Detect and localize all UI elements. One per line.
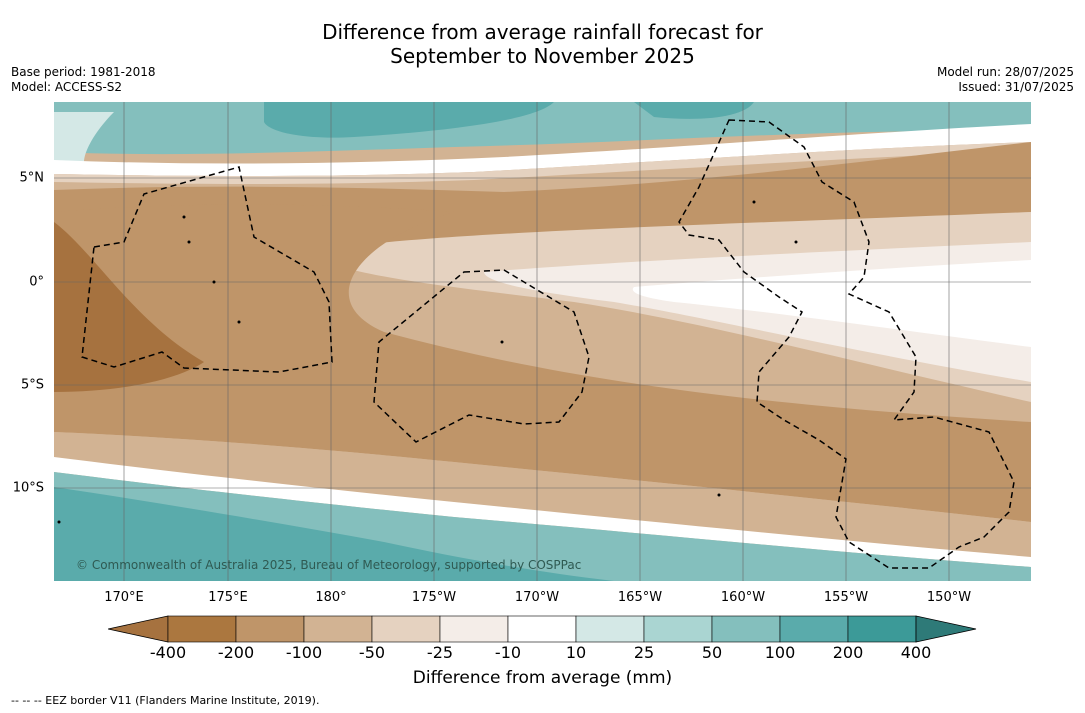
colorbar-cell: [847, 615, 917, 643]
lon-label-150w: 150°W: [926, 590, 972, 605]
colorbar-tick-label: -10: [494, 643, 522, 662]
colorbar-cell: [711, 615, 781, 643]
central-dry-band: [54, 204, 1031, 522]
islands: [57, 200, 798, 524]
meta-left: Base period: 1981-2018 Model: ACCESS-S2: [11, 65, 156, 95]
lon-label-155w: 155°W: [823, 590, 869, 605]
colorbar-extend-high: [915, 615, 977, 643]
north-transition-2: [54, 142, 1031, 184]
eez-borders: [81, 119, 1015, 569]
west-dry-core: [54, 222, 204, 392]
lon-label-175w: 175°W: [411, 590, 457, 605]
island-dot: [717, 493, 721, 497]
island-dot: [212, 280, 216, 284]
model-name: Model: ACCESS-S2: [11, 80, 123, 94]
island-dot: [752, 200, 756, 204]
copyright-notice: © Commonwealth of Australia 2025, Bureau…: [76, 558, 582, 572]
lon-label-175e: 175°E: [208, 590, 248, 605]
colorbar-cell: [235, 615, 305, 643]
meta-right: Model run: 28/07/2025 Issued: 31/07/2025: [937, 65, 1074, 95]
graticule: [54, 102, 1031, 581]
colorbar-title: Difference from average (mm): [412, 668, 673, 688]
base-period: Base period: 1981-2018: [11, 65, 156, 79]
map-svg: [54, 102, 1031, 581]
south-light-band: [54, 432, 1031, 557]
colorbar: [108, 615, 977, 643]
lat-label-10s: 10°S: [12, 480, 44, 496]
eez-kiribati: [678, 119, 1015, 569]
island-dot: [57, 520, 61, 524]
colorbar-cell: [303, 615, 373, 643]
island-dot: [237, 320, 241, 324]
colorbar-tick-label: 25: [633, 643, 655, 662]
colorbar-cell: [507, 615, 577, 643]
lon-label-170w: 170°W: [514, 590, 560, 605]
model-run: Model run: 28/07/2025: [936, 65, 1074, 79]
lon-label-180: 180°: [315, 590, 347, 605]
lon-label-170e: 170°E: [104, 590, 144, 605]
north-wet-core-2: [634, 102, 754, 119]
lat-label-5n: 5°N: [19, 170, 45, 186]
lat-label-5s: 5°S: [20, 377, 44, 393]
eez-footnote: -- -- -- EEZ border V11 (Flanders Marine…: [11, 694, 320, 707]
south-wet-core: [54, 487, 614, 581]
island-dot: [500, 340, 504, 344]
eez-tokelau: [373, 269, 590, 443]
colorbar-tick-label: -100: [285, 643, 323, 662]
colorbar-tick-label: 400: [900, 643, 932, 662]
lat-label-0: 0°: [29, 274, 44, 290]
colorbar-tick-label: -25: [426, 643, 454, 662]
island-dot: [182, 215, 186, 219]
south-transition: [54, 457, 1031, 567]
colorbar-cell: [167, 615, 237, 643]
colorbar-cell: [371, 615, 441, 643]
island-dot: [187, 240, 191, 244]
map-title: Difference from average rainfall forecas…: [0, 20, 1085, 68]
rainfall-map: [54, 102, 1031, 581]
eez-tuvalu: [81, 166, 333, 373]
colorbar-tick-label: 10: [565, 643, 587, 662]
colorbar-cells: [108, 615, 977, 643]
issued-date: Issued: 31/07/2025: [958, 80, 1074, 94]
colorbar-tick-label: -200: [217, 643, 255, 662]
lon-label-165w: 165°W: [617, 590, 663, 605]
colorbar-cell: [575, 615, 645, 643]
north-light-patch: [54, 112, 114, 162]
colorbar-cell: [779, 615, 849, 643]
colorbar-tick-label: 200: [832, 643, 864, 662]
lon-label-160w: 160°W: [720, 590, 766, 605]
colorbar-cell: [643, 615, 713, 643]
north-transition: [54, 124, 1031, 176]
colorbar-tick-label: 50: [701, 643, 723, 662]
colorbar-tick-label: -400: [149, 643, 187, 662]
title-line-2: September to November 2025: [390, 44, 695, 68]
title-line-1: Difference from average rainfall forecas…: [322, 20, 763, 44]
colorbar-extend-low: [108, 615, 169, 643]
colorbar-tick-label: -50: [358, 643, 386, 662]
colorbar-tick-label: 100: [764, 643, 796, 662]
north-wet-core: [264, 102, 554, 138]
island-dot: [794, 240, 798, 244]
colorbar-cell: [439, 615, 509, 643]
